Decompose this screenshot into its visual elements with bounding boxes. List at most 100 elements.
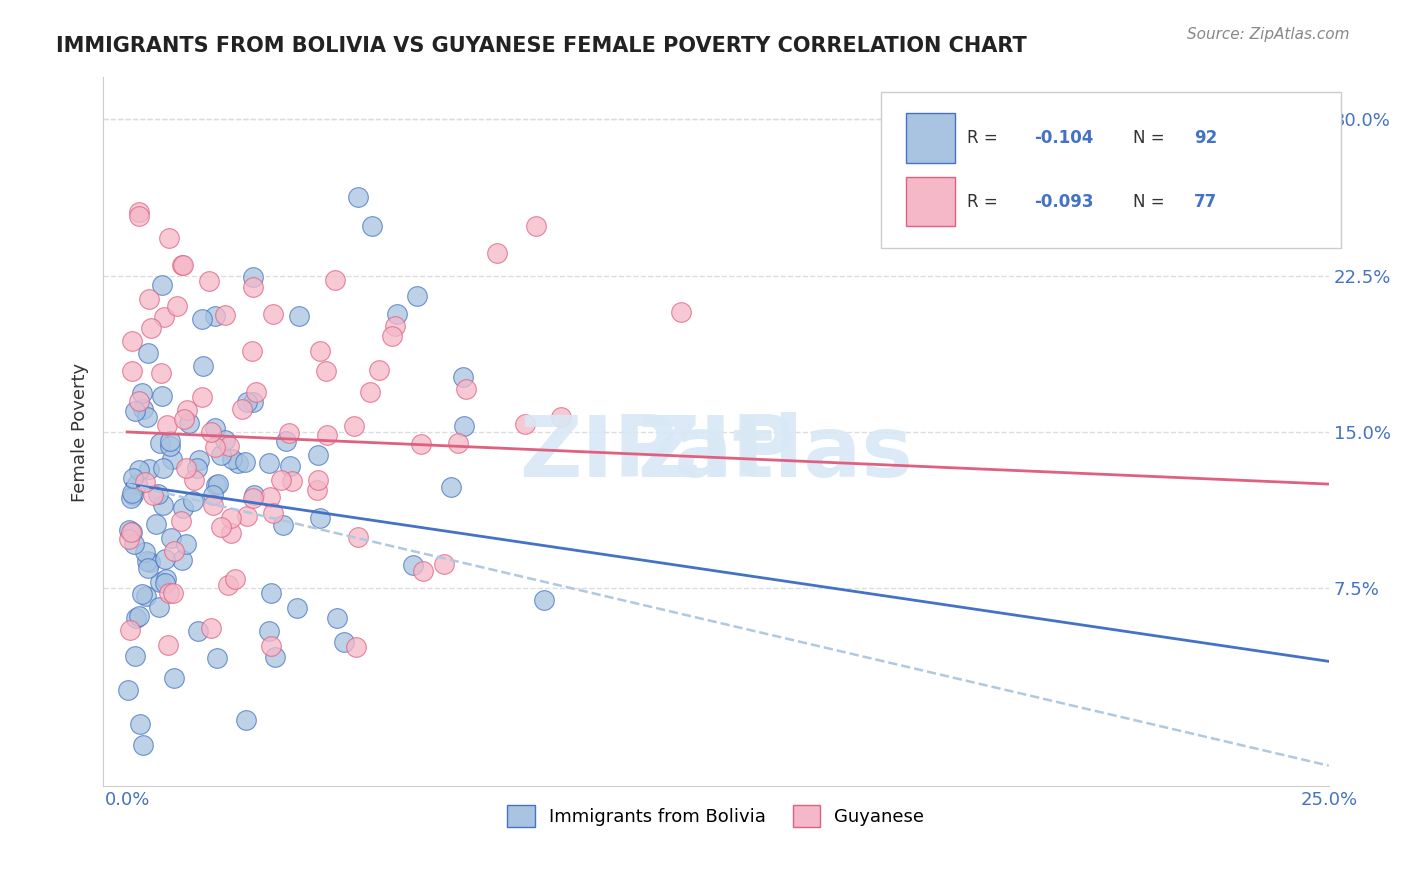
- Point: [447, 435, 470, 450]
- Point: [135, 589, 157, 603]
- Point: [122, 488, 145, 502]
- Point: [134, 544, 156, 558]
- Point: [149, 435, 172, 450]
- Point: [453, 419, 475, 434]
- Point: [145, 517, 167, 532]
- Point: [307, 483, 329, 497]
- Point: [515, 417, 537, 432]
- Point: [405, 289, 427, 303]
- Point: [669, 305, 692, 319]
- Point: [166, 299, 188, 313]
- Text: 92: 92: [1194, 128, 1218, 146]
- Point: [132, 402, 155, 417]
- Point: [157, 231, 180, 245]
- Point: [197, 274, 219, 288]
- Point: [236, 508, 259, 523]
- Point: [146, 487, 169, 501]
- Point: [183, 474, 205, 488]
- Point: [118, 524, 141, 538]
- Point: [307, 473, 329, 487]
- Point: [278, 458, 301, 473]
- Point: [131, 385, 153, 400]
- Point: [485, 246, 508, 260]
- Point: [347, 190, 370, 204]
- Point: [193, 359, 215, 373]
- Text: N =: N =: [1133, 193, 1170, 211]
- Point: [162, 451, 184, 466]
- Point: [281, 474, 304, 488]
- Point: [204, 440, 226, 454]
- Point: [231, 401, 253, 416]
- Point: [174, 537, 197, 551]
- Point: [343, 419, 366, 434]
- Point: [153, 552, 176, 566]
- Point: [207, 477, 229, 491]
- Point: [242, 488, 264, 502]
- Point: [271, 517, 294, 532]
- Point: [242, 280, 264, 294]
- Point: [177, 416, 200, 430]
- Text: Source: ZipAtlas.com: Source: ZipAtlas.com: [1187, 27, 1350, 42]
- Point: [385, 307, 408, 321]
- Point: [242, 270, 264, 285]
- Text: 77: 77: [1194, 193, 1218, 211]
- Point: [259, 456, 281, 470]
- Point: [191, 312, 214, 326]
- Point: [368, 362, 391, 376]
- Point: [120, 524, 142, 539]
- Point: [315, 428, 337, 442]
- Point: [170, 514, 193, 528]
- Point: [187, 624, 209, 639]
- Point: [245, 385, 267, 400]
- Point: [323, 272, 346, 286]
- Point: [315, 364, 337, 378]
- Point: [274, 434, 297, 449]
- FancyBboxPatch shape: [905, 177, 955, 227]
- Point: [191, 391, 214, 405]
- Point: [270, 473, 292, 487]
- Point: [138, 293, 160, 307]
- Point: [122, 471, 145, 485]
- Point: [257, 624, 280, 639]
- Point: [332, 634, 354, 648]
- Point: [264, 649, 287, 664]
- Legend: Immigrants from Bolivia, Guyanese: Immigrants from Bolivia, Guyanese: [501, 797, 932, 834]
- Point: [121, 364, 143, 378]
- Point: [163, 544, 186, 558]
- Point: [149, 575, 172, 590]
- Point: [172, 500, 194, 515]
- Point: [152, 460, 174, 475]
- Point: [128, 210, 150, 224]
- Point: [204, 421, 226, 435]
- Point: [440, 480, 463, 494]
- Point: [224, 572, 246, 586]
- Text: -0.104: -0.104: [1035, 128, 1094, 146]
- Point: [117, 682, 139, 697]
- Point: [409, 437, 432, 451]
- Point: [139, 321, 162, 335]
- Point: [456, 382, 478, 396]
- Point: [138, 462, 160, 476]
- Point: [433, 557, 456, 571]
- Text: IMMIGRANTS FROM BOLIVIA VS GUYANESE FEMALE POVERTY CORRELATION CHART: IMMIGRANTS FROM BOLIVIA VS GUYANESE FEMA…: [56, 36, 1026, 55]
- Point: [214, 308, 236, 322]
- Point: [205, 650, 228, 665]
- Point: [361, 219, 384, 234]
- Text: R =: R =: [967, 193, 1004, 211]
- Point: [187, 452, 209, 467]
- Point: [153, 576, 176, 591]
- Point: [172, 258, 194, 272]
- Point: [219, 525, 242, 540]
- Point: [242, 491, 264, 506]
- Point: [217, 578, 239, 592]
- Text: R =: R =: [967, 128, 1004, 146]
- Point: [139, 555, 162, 569]
- Point: [259, 639, 281, 653]
- Point: [204, 478, 226, 492]
- Point: [288, 310, 311, 324]
- Point: [240, 344, 263, 359]
- Point: [172, 258, 194, 272]
- Point: [138, 346, 160, 360]
- Point: [204, 309, 226, 323]
- Point: [159, 439, 181, 453]
